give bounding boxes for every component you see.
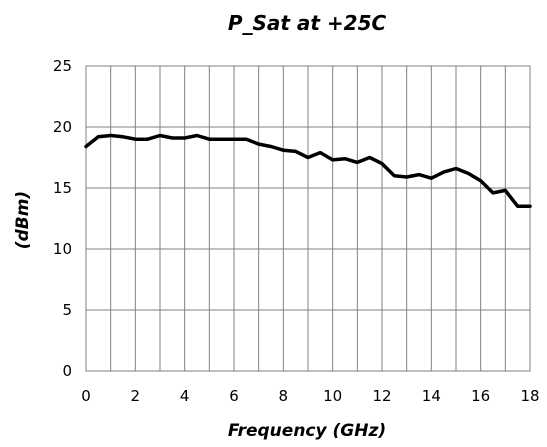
x-tick-label: 10	[323, 387, 342, 405]
x-tick-label: 4	[180, 387, 190, 405]
data-series-line	[84, 133, 532, 209]
y-axis-label: (dBm)	[13, 191, 33, 249]
x-tick-label: 16	[471, 387, 490, 405]
grid	[85, 65, 531, 372]
x-tick-label: 0	[81, 387, 91, 405]
data-line-layer	[84, 133, 532, 209]
x-tick-labels: 0 2 4 6 8 10 12 14 16 18	[81, 387, 539, 405]
x-tick-label: 6	[229, 387, 239, 405]
x-tick-label: 14	[422, 387, 441, 405]
y-tick-label: 0	[62, 362, 72, 380]
y-tick-label: 5	[62, 301, 72, 319]
x-tick-label: 18	[520, 387, 539, 405]
y-tick-labels: 0 5 10 15 20 25	[53, 57, 72, 380]
x-tick-label: 8	[279, 387, 289, 405]
y-tick-label: 10	[53, 240, 72, 258]
chart-title: P_Sat at +25C	[228, 11, 387, 35]
x-axis-label: Frequency (GHz)	[228, 421, 386, 441]
y-tick-label: 15	[53, 179, 72, 197]
plot-area-border	[85, 65, 531, 372]
y-tick-label: 20	[53, 118, 72, 136]
x-tick-label: 12	[372, 387, 391, 405]
y-tick-label: 25	[53, 57, 72, 75]
x-tick-label: 2	[131, 387, 141, 405]
